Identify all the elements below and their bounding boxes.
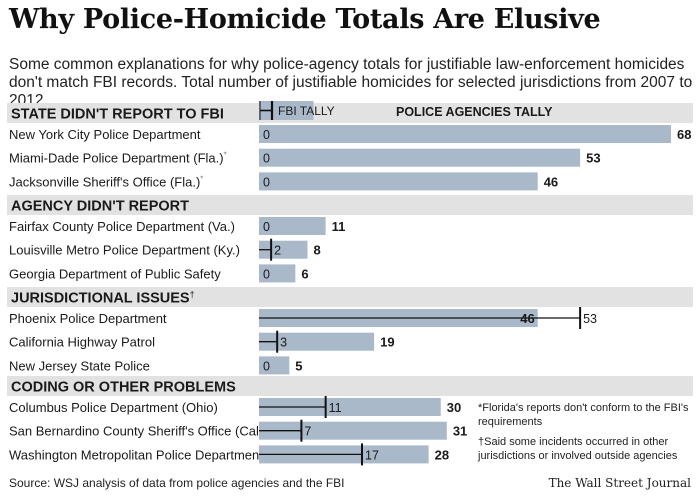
chart-subtitle: Some common explanations for why police-… [9, 56, 693, 109]
fbi-tally-value: 0 [263, 220, 270, 234]
section-band [7, 287, 693, 307]
fbi-tally-value: 0 [263, 128, 270, 142]
police-tally-value: 68 [677, 127, 691, 142]
legend-label-police: POLICE AGENCIES TALLY [396, 105, 553, 119]
police-tally-bar [259, 217, 326, 235]
row-label: Miami-Dade Police Department (Fla.)* [9, 151, 227, 166]
police-tally-value: 46 [544, 174, 558, 189]
fbi-tally-value: 2 [274, 244, 281, 258]
police-tally-bar [259, 398, 441, 416]
section-label-state-didn-t-report-to-fbi: STATE DIDN'T REPORT TO FBI [11, 107, 224, 123]
police-tally-bar [259, 172, 538, 191]
section-label-jurisdictional-issues: JURISDICTIONAL ISSUES† [11, 290, 195, 307]
fbi-tally-value: 7 [304, 425, 311, 439]
fbi-tally-value: 53 [583, 312, 597, 326]
fbi-tally-value: 0 [263, 267, 270, 281]
fbi-tally-value: 11 [329, 401, 342, 415]
row-label: Washington Metropolitan Police Departmen… [9, 447, 263, 462]
police-tally-bar [259, 356, 290, 375]
police-tally-value: 5 [295, 358, 302, 373]
footnote-florida: *Florida's reports don't conform to the … [478, 402, 689, 428]
police-tally-value: 31 [453, 424, 467, 439]
section-band [7, 195, 693, 215]
fbi-tally-value: 0 [263, 359, 270, 373]
section-label-agency-didn-t-report: AGENCY DIDN'T REPORT [11, 199, 189, 215]
row-label: San Bernardino County Sheriff's Office (… [9, 424, 273, 439]
fbi-tally-value: 0 [263, 152, 270, 166]
section-band [7, 376, 693, 396]
publisher-credit: The Wall Street Journal [548, 476, 691, 490]
row-label: New Jersey State Police [9, 358, 150, 373]
row-label: Jacksonville Sheriff's Office (Fla.)* [9, 174, 203, 189]
police-tally-value: 46 [520, 311, 534, 326]
row-label: California Highway Patrol [9, 335, 155, 350]
row-label: Louisville Metro Police Department (Ky.) [9, 243, 240, 258]
police-tally-value: 8 [313, 243, 320, 258]
police-tally-bar [259, 125, 671, 143]
police-tally-value: 19 [380, 335, 394, 350]
source-note: Source: WSJ analysis of data from police… [9, 476, 345, 490]
row-label: New York City Police Department [9, 127, 201, 142]
footnote-outside-jurisdiction: †Said some incidents occurred in other j… [478, 436, 678, 462]
fbi-tally-value: 0 [263, 175, 270, 189]
section-label-coding-or-other-problems: CODING OR OTHER PROBLEMS [11, 380, 236, 396]
row-label: Columbus Police Department (Ohio) [9, 400, 218, 415]
legend-label-fbi: FBI TALLY [278, 104, 335, 118]
fbi-tally-value: 17 [365, 448, 379, 462]
fbi-tally-value: 3 [280, 336, 287, 350]
police-tally-bar [259, 148, 581, 167]
row-label: Phoenix Police Department [9, 311, 167, 326]
police-tally-value: 30 [447, 400, 461, 415]
police-tally-value: 6 [301, 266, 308, 281]
police-tally-value: 53 [586, 151, 600, 166]
police-tally-bar [259, 421, 447, 440]
police-tally-value: 28 [435, 447, 449, 462]
row-label: Georgia Department of Public Safety [9, 266, 221, 281]
police-tally-bar [259, 264, 296, 283]
police-tally-value: 11 [332, 219, 346, 234]
row-label: Fairfax County Police Department (Va.) [9, 219, 235, 234]
police-tally-bar [259, 332, 375, 351]
section-band [7, 103, 693, 123]
chart-title: Why Police-Homicide Totals Are Elusive [9, 4, 601, 35]
